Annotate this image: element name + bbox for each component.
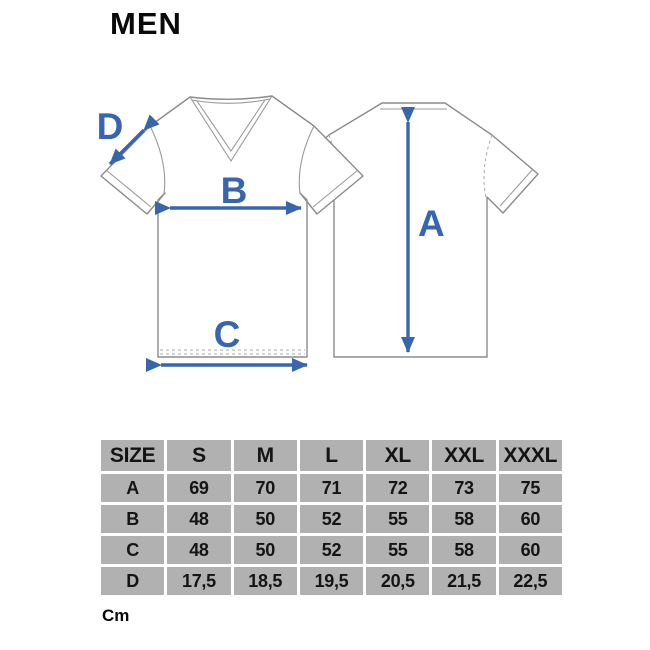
size-table-cell: 72 <box>366 474 430 502</box>
sleeve-arrow-d <box>108 114 160 166</box>
page-title: MEN <box>110 6 182 41</box>
size-table-row-label: C <box>101 536 165 564</box>
size-table-header-cell: XL <box>366 440 430 471</box>
label-a: A <box>418 203 445 244</box>
measurement-arrows: A B C D <box>97 106 445 372</box>
size-table-cell: 17,5 <box>167 567 231 595</box>
size-table-cell: 70 <box>233 474 297 502</box>
size-table-header-cell: XXXL <box>498 440 562 471</box>
size-table-cell: 52 <box>299 505 364 533</box>
label-c: C <box>214 314 241 355</box>
size-table-header-cell: XXL <box>432 440 496 471</box>
size-table-cell: 50 <box>233 505 297 533</box>
tshirt-front-view <box>100 95 364 358</box>
size-table-cell: 58 <box>432 505 496 533</box>
size-table-cell: 60 <box>498 536 562 564</box>
size-table-cell: 73 <box>432 474 496 502</box>
size-table-cell: 48 <box>167 536 231 564</box>
size-table-cell: 52 <box>299 536 364 564</box>
size-table-cell: 20,5 <box>366 567 430 595</box>
size-table-row-label: D <box>101 567 165 595</box>
size-table-cell: 69 <box>167 474 231 502</box>
size-table-cell: 71 <box>299 474 364 502</box>
size-table-cell: 22,5 <box>498 567 562 595</box>
size-table-cell: 18,5 <box>233 567 297 595</box>
size-table-cell: 21,5 <box>432 567 496 595</box>
size-table-header-cell: S <box>167 440 231 471</box>
size-table-row-label: B <box>101 505 165 533</box>
size-table-cell: 48 <box>167 505 231 533</box>
label-b: B <box>221 170 248 211</box>
size-table-cell: 58 <box>432 536 496 564</box>
size-table-cell: 55 <box>366 505 430 533</box>
unit-label: Cm <box>102 606 130 625</box>
size-table-cell: 60 <box>498 505 562 533</box>
size-table-row-label: A <box>101 474 165 502</box>
label-d: D <box>97 106 124 147</box>
tshirt-measurement-diagram: A B C D <box>97 95 539 372</box>
size-table-cell: 55 <box>366 536 430 564</box>
size-table-header-cell: SIZE <box>101 440 165 471</box>
size-table-cell: 75 <box>498 474 562 502</box>
size-table-cell: 19,5 <box>299 567 364 595</box>
size-table-cell: 50 <box>233 536 297 564</box>
size-table-header-cell: L <box>299 440 364 471</box>
size-table-header-cell: M <box>233 440 297 471</box>
size-table: SIZE S M L XL XXL XXXL A 69 70 71 72 73 … <box>101 440 562 595</box>
